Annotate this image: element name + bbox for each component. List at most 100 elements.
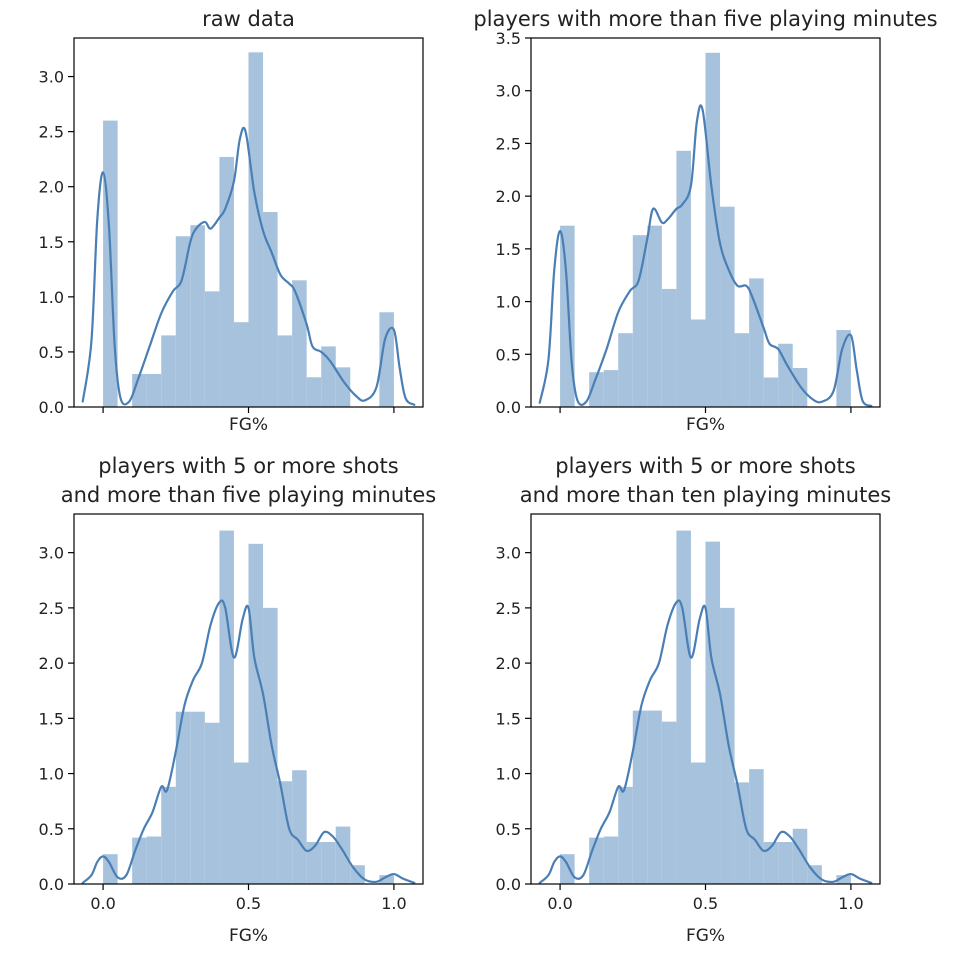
histogram-bar [190, 225, 205, 407]
histogram-bar [132, 837, 147, 884]
histogram-bar [321, 842, 336, 884]
y-tick-label: 0.5 [39, 820, 64, 839]
x-tick-label: 0.5 [693, 894, 718, 913]
y-tick-label: 2.0 [39, 178, 64, 197]
histogram-bar [676, 530, 691, 884]
x-tick-label: 1.0 [838, 894, 863, 913]
y-tick-label: 1.5 [496, 709, 521, 728]
histogram-bar [204, 722, 220, 884]
y-tick-label: 3.5 [496, 29, 521, 48]
histogram-bar [379, 312, 394, 407]
histogram-bar [175, 236, 191, 407]
y-tick-label: 0.0 [496, 398, 521, 417]
y-tick-label: 2.0 [39, 654, 64, 673]
histogram-bar [661, 288, 677, 407]
histogram-bar [589, 837, 604, 884]
histogram-bar [603, 836, 619, 884]
x-tick-label: 0.0 [547, 894, 572, 913]
histogram-bar [321, 346, 336, 407]
subplot-title: players with 5 or more shots and more tha… [61, 454, 437, 507]
histogram-bar [161, 786, 176, 884]
y-tick-label: 0.0 [39, 398, 64, 417]
subplot-4: 0.0 0.5 1.0 1.5 2.0 2.5 3.0 0.0 0.5 1.0 FG% players… [496, 454, 892, 946]
histogram-bar [632, 235, 648, 407]
subplot-2: 0.0 0.5 1.0 1.5 2.0 2.5 3.0 3.5 FG% players with … [473, 7, 937, 435]
histogram-bar [204, 291, 220, 407]
y-tick-label: 1.0 [39, 765, 64, 784]
kde-line [81, 126, 416, 406]
histogram-bar [292, 280, 307, 407]
x-tick-label: 0.5 [236, 894, 261, 913]
histogram-bar [690, 319, 706, 407]
histogram-bar [734, 333, 750, 407]
subplot-title-line: and more than five playing minutes [61, 483, 437, 507]
histogram-bar [175, 711, 191, 884]
subplot-title: raw data [202, 7, 295, 31]
x-axis-label: FG% [686, 415, 725, 435]
histogram-bar [763, 377, 779, 407]
y-tick-label: 1.5 [496, 240, 521, 259]
y-tick-label: 3.0 [39, 68, 64, 87]
histogram-bar [618, 786, 633, 884]
histogram-bar [618, 333, 633, 407]
histogram-bar [335, 367, 351, 407]
subplot-title-line: players with more than five playing minu… [473, 7, 937, 31]
histogram-bar [146, 373, 162, 407]
histogram-bar [263, 607, 278, 884]
histogram-bar [219, 156, 234, 407]
y-tick-label: 3.0 [496, 82, 521, 101]
subplot-3: 0.0 0.5 1.0 1.5 2.0 2.5 3.0 0.0 0.5 1.0 FG% players… [39, 454, 437, 946]
subplot-title: players with 5 or more shots and more tha… [520, 454, 891, 507]
y-tick-label: 2.5 [39, 599, 64, 618]
x-axis-label: FG% [229, 926, 268, 946]
histogram-bar [277, 781, 293, 884]
y-tick-label: 1.0 [496, 765, 521, 784]
histogram-bar [190, 711, 205, 884]
y-tick-label: 2.5 [496, 599, 521, 618]
histogram-bar [161, 335, 176, 407]
histogram-bar [705, 52, 721, 407]
histogram-bar [263, 212, 278, 407]
histogram-bar [676, 150, 691, 407]
histogram-bar [720, 607, 735, 884]
histogram-bar [836, 330, 851, 407]
histogram-bar [749, 278, 764, 407]
histogram-bar [306, 377, 322, 407]
histogram-bar [690, 762, 706, 884]
histogram-bar [233, 762, 249, 884]
histogram-bar [233, 322, 249, 407]
subplot-title-line: raw data [202, 7, 295, 31]
subplot-title-line: and more than ten playing minutes [520, 483, 891, 507]
histogram-bar [560, 854, 575, 884]
x-axis-label: FG% [686, 926, 725, 946]
y-tick-label: 3.0 [496, 544, 521, 563]
histogram-bar [603, 370, 619, 407]
histogram-bar [836, 875, 851, 884]
histogram-bar [132, 373, 147, 407]
y-tick-label: 0.5 [496, 820, 521, 839]
histogram-bar [379, 875, 394, 884]
kde-line [81, 599, 416, 884]
histogram-bar [103, 854, 118, 884]
histogram-bar [720, 206, 735, 407]
y-tick-label: 0.5 [39, 343, 64, 362]
histogram-bar [292, 770, 307, 884]
histogram-bar [219, 530, 234, 884]
histogram-bar [647, 710, 662, 884]
histogram-bar [749, 769, 764, 884]
y-tick-label: 2.0 [496, 654, 521, 673]
histogram-bar [277, 335, 293, 407]
histogram-bar [589, 372, 604, 407]
x-axis-label: FG% [229, 415, 268, 435]
histogram-bar [632, 710, 648, 884]
histogram-bar [778, 842, 793, 884]
histogram-bar [792, 828, 808, 884]
y-tick-label: 1.0 [496, 293, 521, 312]
subplot-1: 0.0 0.5 1.0 1.5 2.0 2.5 3.0 FG% raw data [39, 7, 424, 435]
y-tick-label: 1.5 [39, 709, 64, 728]
histogram-bar [661, 721, 677, 884]
y-tick-label: 0.0 [496, 875, 521, 894]
y-tick-label: 3.0 [39, 544, 64, 563]
histogram-bar [705, 541, 721, 884]
y-tick-label: 2.0 [496, 187, 521, 206]
